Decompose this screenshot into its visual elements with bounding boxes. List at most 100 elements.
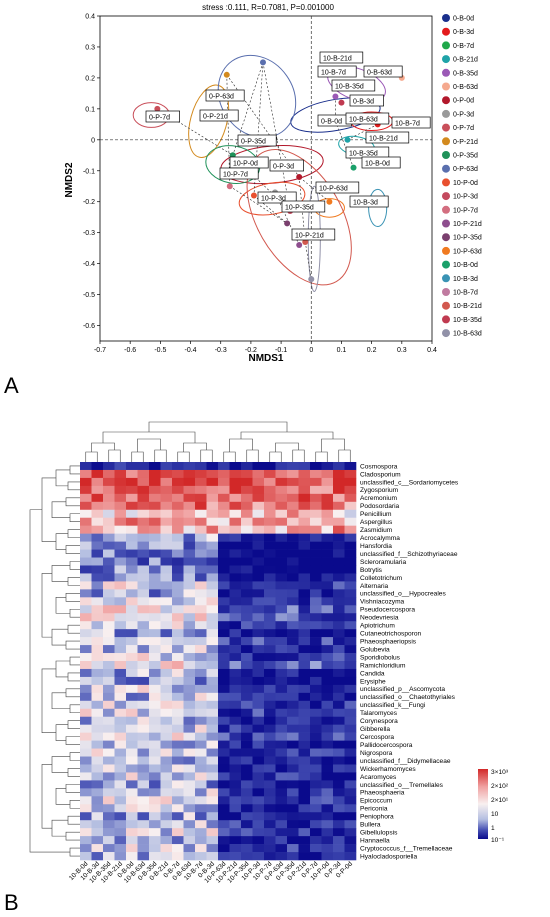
heatmap-cell [80, 469, 92, 479]
heatmap-cell [229, 509, 242, 519]
heatmap-cell [149, 565, 161, 574]
heatmap-cell [252, 485, 265, 495]
heatmap-cell [103, 716, 115, 725]
heatmap-cell [241, 629, 253, 638]
heatmap-cell [126, 796, 138, 805]
column-dendrogram [85, 421, 351, 462]
heatmap-cell [218, 477, 230, 487]
heatmap-cell [252, 732, 265, 741]
heatmap-cell [91, 692, 104, 702]
heatmap-cell [206, 533, 219, 542]
heatmap-cell [264, 653, 276, 662]
heatmap-cell [137, 804, 150, 813]
connector-line [335, 121, 354, 168]
heatmap-cell [321, 469, 334, 479]
heatmap-cell [126, 629, 138, 638]
heatmap-cell [287, 613, 299, 622]
heatmap-cell [264, 621, 276, 630]
heatmap-cell [264, 852, 276, 861]
heatmap-cell [160, 788, 173, 797]
row-label: Corynespora [360, 718, 398, 725]
heatmap-cell [333, 828, 345, 837]
heatmap-cell [241, 756, 253, 765]
x-tick-label: 0.1 [337, 347, 347, 354]
heatmap-cell [298, 485, 311, 495]
heatmap-cell [229, 684, 242, 694]
legend-label: 0-B-3d [453, 29, 474, 36]
row-label: unclassified_k__Fungi [360, 702, 426, 709]
heatmap-cell [241, 565, 253, 574]
heatmap-cell [344, 509, 357, 519]
heatmap-cell [149, 597, 161, 606]
heatmap-cell [80, 820, 92, 829]
legend-swatch [442, 219, 450, 228]
heatmap-cell [149, 653, 161, 662]
color-scale-legend: 3×10³ 2×10² 2×10¹ 10 1 10⁻¹ [478, 769, 509, 844]
heatmap-cell [344, 828, 357, 837]
heatmap-cell [229, 668, 242, 678]
heatmap-cell [172, 477, 184, 487]
heatmap-cell [103, 692, 115, 702]
heatmap-cell [114, 732, 127, 741]
heatmap-cell [137, 485, 150, 495]
color-scale-label: 2×10² [491, 783, 509, 790]
heatmap-cell [310, 852, 322, 861]
heatmap-cell [137, 501, 150, 511]
heatmap-cell [229, 724, 242, 733]
heatmap-cell [287, 509, 299, 519]
heatmap-cell [241, 732, 253, 741]
heatmap-cell [149, 828, 161, 837]
heatmap-cell [333, 629, 345, 638]
dendro-branch [69, 800, 80, 809]
heatmap-cell [103, 557, 115, 566]
heatmap-cell [241, 820, 253, 829]
x-tick-label: 0.2 [367, 347, 377, 354]
point-10-P-0d [250, 192, 257, 199]
heatmap-cell [310, 844, 322, 853]
heatmap-cell [183, 724, 196, 733]
dendro-branch [65, 831, 80, 841]
heatmap-cell [264, 684, 276, 694]
heatmap-cell [183, 788, 196, 797]
heatmap-cell [275, 684, 288, 694]
heatmap-cell [321, 661, 334, 670]
heatmap-cell [344, 796, 357, 805]
heatmap-cell [126, 708, 138, 718]
row-label: unclassified_o__Chaetothyriales [360, 694, 456, 701]
point-label: 10-B-7d [321, 69, 346, 76]
heatmap-cell [333, 469, 345, 479]
point-0-P-21d [223, 71, 230, 78]
heatmap-cell [137, 732, 150, 741]
heatmap-cell [310, 748, 322, 757]
heatmap-cell [172, 501, 184, 511]
heatmap-cell [160, 549, 173, 558]
heatmap-cell [206, 605, 219, 614]
heatmap-cell [344, 684, 357, 694]
heatmap-cell [287, 493, 299, 503]
heatmap-cell [137, 780, 150, 789]
legend-label: 0-B-63d [453, 84, 478, 91]
heatmap-cell [160, 772, 173, 781]
heatmap-cell [103, 525, 115, 534]
heatmap-cell [206, 740, 219, 749]
heatmap-cell [195, 645, 207, 654]
heatmap-cell [218, 509, 230, 519]
heatmap-cell [298, 613, 311, 622]
heatmap-cell [126, 613, 138, 622]
heatmap-cell [80, 557, 92, 566]
heatmap-cell [321, 748, 334, 757]
heatmap-cell [137, 541, 150, 550]
heatmap-cell [137, 748, 150, 757]
ellipse-layer [132, 54, 394, 292]
heatmap-cell [298, 772, 311, 781]
heatmap-cell [229, 661, 242, 670]
heatmap-cell [103, 597, 115, 606]
heatmap-cell [206, 668, 219, 678]
heatmap-cell [183, 637, 196, 646]
heatmap-cell [287, 645, 299, 654]
heatmap-cell [103, 740, 115, 749]
heatmap-cell [333, 485, 345, 495]
heatmap-cell [218, 493, 230, 503]
heatmap-cell [91, 684, 104, 694]
